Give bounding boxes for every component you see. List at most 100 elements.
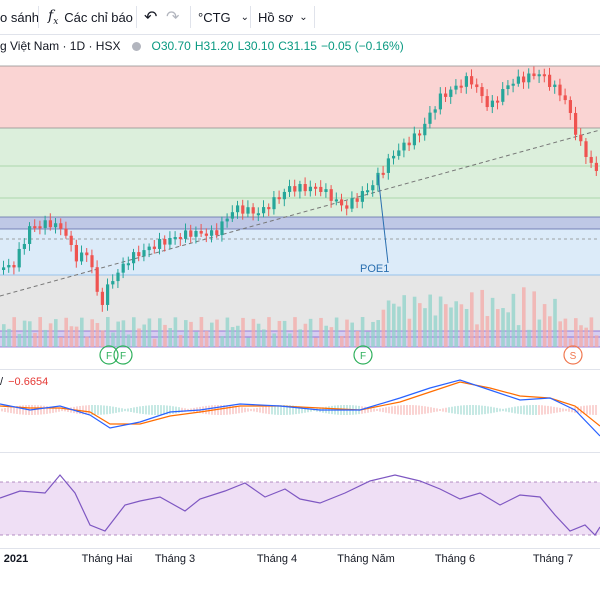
volume-bar <box>48 323 53 347</box>
candle-body <box>85 252 89 256</box>
rsi-pane[interactable] <box>0 453 600 547</box>
symbol-button[interactable]: °CTG ⌄ <box>198 0 249 34</box>
candle-body <box>579 134 583 142</box>
chevron-down-icon: ⌄ <box>299 11 308 23</box>
volume-bar <box>594 335 599 347</box>
flag-text: F <box>120 351 126 362</box>
candle-body <box>80 252 84 262</box>
volume-bar <box>511 293 516 347</box>
candle-body <box>246 207 250 214</box>
volume-bar <box>334 317 339 347</box>
candle-body <box>267 207 271 210</box>
candle-body <box>594 162 598 171</box>
volume-bar <box>537 319 542 347</box>
candle-body <box>501 89 505 102</box>
candle-body <box>516 76 520 84</box>
volume-bar <box>527 329 531 347</box>
candle-body <box>293 186 297 192</box>
compare-button[interactable]: o sánh <box>0 0 39 34</box>
eye-icon[interactable] <box>132 41 142 51</box>
candle-body <box>132 252 136 264</box>
split-text: S <box>570 351 577 362</box>
flag-marker[interactable] <box>99 345 119 365</box>
flag-marker[interactable] <box>353 345 373 365</box>
candle-body <box>38 226 42 229</box>
candle-body <box>589 156 593 163</box>
toolbar-divider <box>190 6 191 28</box>
candle-body <box>236 205 240 213</box>
volume-bar <box>288 333 292 347</box>
candle-body <box>64 228 68 236</box>
candle-body <box>397 150 401 156</box>
volume-bar <box>194 331 198 347</box>
redo-icon[interactable]: ↷ <box>166 9 180 26</box>
candle-body <box>553 84 557 87</box>
candle-body <box>204 233 208 236</box>
volume-bar <box>386 300 391 347</box>
candle-body <box>527 73 531 83</box>
volume-bar <box>100 330 105 347</box>
candle-body <box>438 93 442 110</box>
candle-body <box>475 84 479 88</box>
axis-label: Tháng 4 <box>256 553 298 565</box>
volume-bar <box>33 332 37 347</box>
volume-bar <box>412 296 417 347</box>
macd-pane[interactable] <box>0 370 600 452</box>
toolbar-divider <box>314 6 315 28</box>
candle-body <box>350 198 354 209</box>
volume-bar <box>267 317 271 347</box>
candle-body <box>90 255 94 268</box>
zone-blue <box>0 229 600 275</box>
candle-body <box>496 100 500 103</box>
candle-body <box>459 85 463 88</box>
candle-body <box>454 85 458 90</box>
macd-legend: / −0.6654 <box>0 376 48 388</box>
volume-bar <box>308 318 313 347</box>
volume-bar <box>158 318 162 347</box>
volume-bar <box>142 324 146 347</box>
candle-body <box>563 95 567 101</box>
volume-bar <box>589 317 594 347</box>
volume-bar <box>38 317 42 347</box>
volume-bar <box>392 303 396 347</box>
volume-bar <box>7 328 11 347</box>
macd-prefix: / <box>0 376 4 388</box>
volume-bar <box>298 329 302 347</box>
change-value: −0.05 (−0.16%) <box>320 39 404 53</box>
candle-body <box>532 73 536 77</box>
price-chart-pane[interactable]: POE1 F F F S <box>0 58 600 368</box>
time-axis[interactable]: 2021 Tháng Hai Tháng 3 Tháng 4 Tháng Năm… <box>0 548 600 600</box>
volume-bar <box>418 303 422 347</box>
volume-bar <box>173 317 178 347</box>
zone-lines <box>0 65 600 348</box>
volume-bar <box>563 318 568 347</box>
volume-bar <box>584 327 588 347</box>
candle-body <box>69 235 73 245</box>
volume-bar <box>423 308 427 347</box>
volume-bar <box>12 317 16 347</box>
candle-body <box>428 112 432 124</box>
split-marker[interactable] <box>563 345 583 365</box>
undo-icon[interactable]: ↶ <box>144 9 158 26</box>
poe-callout-line <box>377 174 389 264</box>
candle-body <box>464 76 468 87</box>
trend-line[interactable] <box>0 129 600 297</box>
candle-body <box>272 197 276 210</box>
indicators-button[interactable]: fx Các chỉ báo <box>48 0 133 34</box>
candle-body <box>142 250 146 257</box>
volume-bar <box>236 325 240 347</box>
volume-bar <box>147 318 152 347</box>
volume-bar <box>542 304 547 347</box>
candle-body <box>392 155 396 159</box>
flag-marker[interactable] <box>113 345 133 365</box>
flag-text: F <box>106 351 112 362</box>
macd-value: −0.6654 <box>8 376 49 388</box>
volume-bar <box>574 318 578 347</box>
rsi-band <box>0 482 600 535</box>
volume-bar <box>532 291 536 347</box>
fx-icon: fx <box>48 7 59 27</box>
profile-button[interactable]: Hồ sơ ⌄ <box>258 0 308 34</box>
candle-body <box>17 248 21 268</box>
volume-bar <box>116 321 120 347</box>
candle-body <box>329 189 333 201</box>
